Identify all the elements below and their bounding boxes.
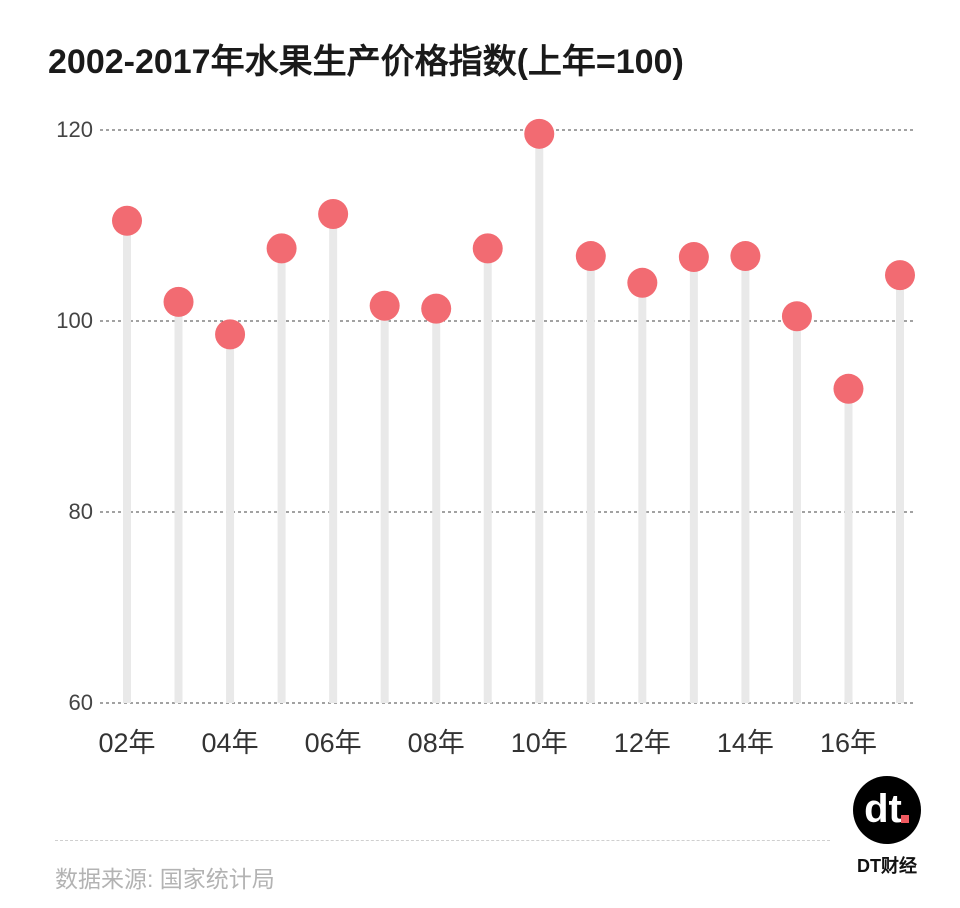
x-tick-label-2008: 08年 xyxy=(408,728,465,758)
lollipop-chart: 60 80 100 120 02年 04年 06年 08年 10年 12年 14年 16年 xyxy=(56,117,915,758)
y-tick-label-120: 120 xyxy=(56,117,93,142)
logo-dot xyxy=(901,815,909,823)
dot-2005 xyxy=(266,233,297,264)
stem-layer xyxy=(123,133,904,703)
dt-logo: dt xyxy=(853,776,921,844)
x-tick-label-2004: 04年 xyxy=(202,728,259,758)
data-source: 数据来源: 国家统计局 xyxy=(55,866,275,892)
dot-2002 xyxy=(112,205,142,236)
x-axis-labels: 02年 04年 06年 08年 10年 12年 14年 16年 xyxy=(98,728,877,758)
x-tick-label-2006: 06年 xyxy=(305,728,362,758)
dot-2013 xyxy=(678,242,709,273)
y-tick-label-60: 60 xyxy=(69,690,93,715)
x-tick-label-2016: 16年 xyxy=(820,728,877,758)
dot-2007 xyxy=(369,290,400,321)
x-tick-label-2002: 02年 xyxy=(98,728,155,758)
x-tick-label-2014: 14年 xyxy=(717,728,774,758)
dot-2004 xyxy=(215,319,246,350)
dt-logo-icon: dt xyxy=(864,787,909,831)
dot-2009 xyxy=(472,233,503,264)
y-tick-label-100: 100 xyxy=(56,308,93,333)
dot-2006 xyxy=(318,199,349,230)
dot-2014 xyxy=(730,241,761,272)
dot-2012 xyxy=(627,267,658,298)
dot-layer xyxy=(112,118,915,404)
brand-name: DT财经 xyxy=(857,856,917,876)
dot-2003 xyxy=(163,286,194,317)
dot-2017 xyxy=(885,260,915,291)
chart-title: 2002-2017年水果生产价格指数(上年=100) xyxy=(48,43,684,81)
footer-divider xyxy=(55,840,830,841)
x-tick-label-2010: 10年 xyxy=(511,728,568,758)
grid-layer: 60 80 100 120 xyxy=(56,117,915,715)
y-tick-label-80: 80 xyxy=(69,499,93,524)
dot-2011 xyxy=(575,241,606,272)
logo-text: dt xyxy=(864,787,902,831)
dot-2016 xyxy=(833,373,864,404)
x-tick-label-2012: 12年 xyxy=(614,728,671,758)
dot-2008 xyxy=(421,293,452,324)
dot-2015 xyxy=(781,301,812,332)
dot-2010 xyxy=(524,118,555,149)
